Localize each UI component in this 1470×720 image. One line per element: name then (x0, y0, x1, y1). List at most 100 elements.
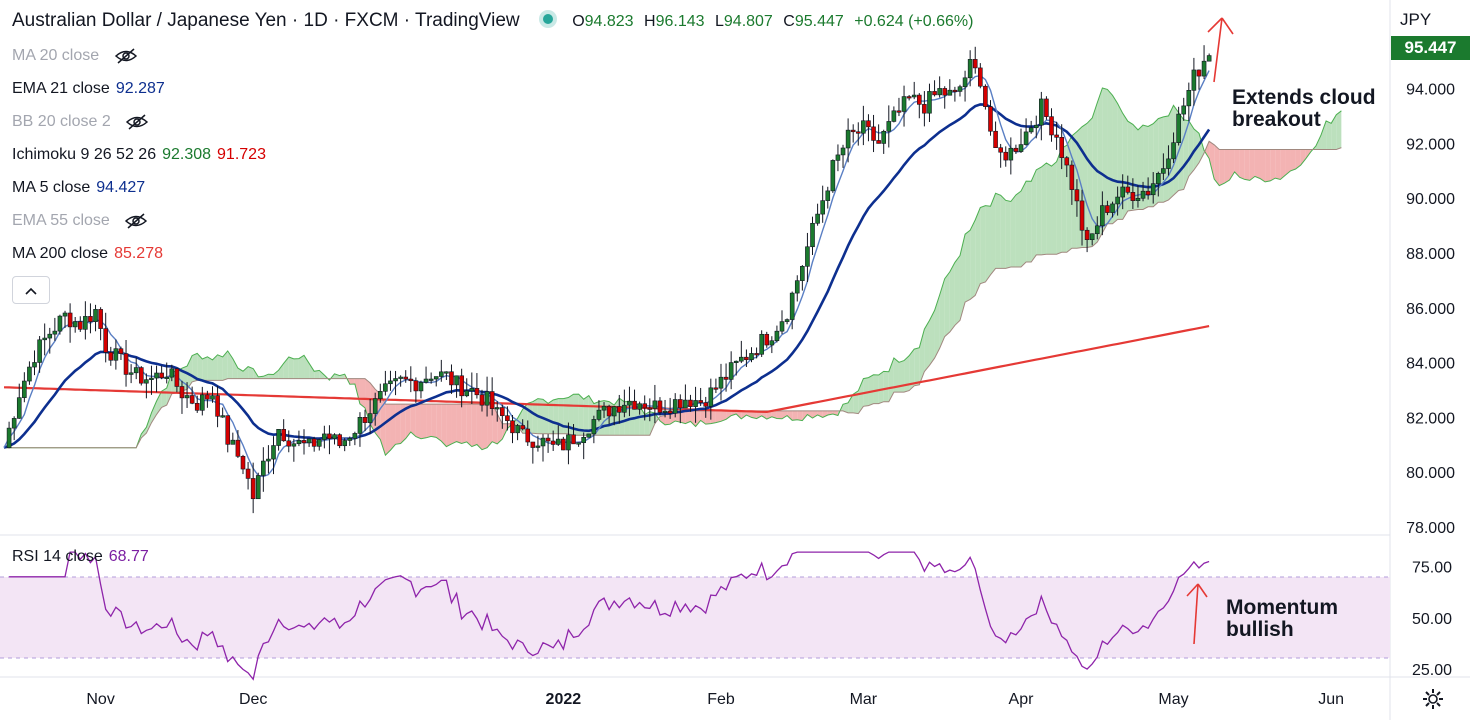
indicator-ma200[interactable]: MA 200 close 85.278 (12, 245, 163, 262)
cloud-segment (904, 355, 910, 393)
candle-body (469, 388, 475, 392)
collapse-legend-button[interactable] (12, 276, 50, 304)
candle-body (454, 375, 459, 386)
cloud-segment (481, 404, 488, 450)
cloud-segment (248, 366, 254, 379)
candle-body (693, 400, 698, 407)
cloud-segment (436, 404, 442, 442)
cloud-segment (268, 374, 274, 379)
cloud-segment (314, 370, 320, 379)
cloud-segment (1097, 88, 1103, 243)
candle-body (561, 438, 566, 451)
candle-body (1049, 116, 1054, 136)
candle-body (662, 410, 668, 413)
candle-body (840, 147, 846, 156)
time-axis[interactable]: NovDec2022FebMarAprMayJunJul (86, 691, 1470, 708)
candle-body (983, 85, 988, 107)
cloud-segment (1143, 125, 1149, 210)
candle-body (37, 339, 42, 363)
moving-averages (3, 70, 1211, 478)
cloud-segment (720, 410, 727, 422)
cloud-segment (843, 402, 849, 413)
candle-body (200, 394, 205, 411)
rsi-axis: 25.00 50.00 75.00 (1412, 560, 1452, 680)
candle-body (474, 388, 480, 396)
currency-label[interactable]: JPY (1400, 10, 1432, 29)
cloud-annotation: Extends cloud breakout (1232, 86, 1376, 131)
indicator-ma5[interactable]: MA 5 close 94.427 (12, 179, 146, 196)
cloud-segment (619, 398, 625, 436)
candle-body (678, 399, 683, 409)
cloud-segment (934, 295, 940, 359)
indicator-ema55[interactable]: EMA 55 close (12, 212, 148, 230)
cloud-segment (349, 378, 355, 385)
cloud-segment (949, 262, 955, 333)
candle-body (952, 89, 958, 92)
cloud-segment (710, 410, 716, 424)
cloud-segment (853, 390, 859, 414)
eye-hidden-icon[interactable] (124, 212, 148, 230)
ichimoku-value-1: 92.308 (162, 146, 212, 163)
indicator-ma20[interactable]: MA 20 close (12, 47, 138, 65)
eye-hidden-icon[interactable] (114, 47, 138, 65)
cloud-segment (868, 374, 874, 406)
candle-body (398, 376, 403, 379)
candle-body (1079, 200, 1085, 231)
gear-icon[interactable] (1422, 688, 1444, 710)
rsi-legend[interactable]: RSI 14 close 68.77 (12, 548, 149, 565)
indicator-bb20[interactable]: BB 20 close 2 (12, 113, 149, 131)
candle-body (667, 410, 673, 414)
price-tick-label: 88.000 (1406, 246, 1455, 263)
market-status-dot (542, 14, 553, 24)
cloud-segment (288, 356, 294, 379)
cloud-segment (776, 410, 783, 419)
candle-body (820, 200, 825, 215)
cloud-segment (461, 404, 467, 444)
candle-body (286, 440, 292, 447)
ema21-line (3, 103, 1211, 449)
candle-body (459, 375, 464, 397)
candle-body (428, 378, 434, 381)
candle-body (250, 478, 256, 500)
candle-body (16, 397, 22, 419)
indicator-ema21[interactable]: EMA 21 close 92.287 (12, 80, 165, 97)
candle-body (194, 402, 200, 411)
candle-body (342, 440, 347, 447)
price-axis[interactable]: 78.000 80.000 82.000 84.000 86.000 88.000 90.0… (1406, 82, 1455, 537)
cloud-segment (1326, 120, 1332, 150)
candle-body (1171, 142, 1176, 160)
candle-body (500, 407, 505, 417)
candle-body (1089, 233, 1095, 241)
candle-body (383, 383, 388, 392)
cloud-segment (410, 404, 416, 437)
candle-body (611, 406, 617, 417)
candle-body (479, 394, 485, 406)
candle-body (1206, 55, 1212, 62)
chart-header: Australian Dollar / Japanese Yen · 1D · … (12, 10, 973, 32)
cloud-segment (456, 404, 462, 444)
cloud-segment (1300, 149, 1306, 166)
candle-body (998, 147, 1003, 153)
candle-body (906, 96, 912, 99)
symbol-title[interactable]: Australian Dollar / Japanese Yen · 1D · … (12, 10, 520, 31)
candle-body (225, 415, 231, 445)
candle-body (449, 371, 454, 386)
candle-body (657, 400, 663, 413)
cloud-segment (1219, 149, 1225, 186)
eye-hidden-icon[interactable] (125, 113, 149, 131)
candle-body (103, 328, 108, 353)
cloud-segment (995, 193, 1001, 269)
candle-body (891, 110, 897, 122)
indicator-ichimoku[interactable]: Ichimoku 9 26 52 26 92.308 91.723 (12, 146, 266, 163)
candle-body (698, 400, 703, 403)
cloud-segment (741, 410, 747, 419)
rsi-tick-label: 50.00 (1412, 611, 1452, 628)
cloud-segment (466, 404, 472, 447)
candle-body (154, 372, 159, 379)
price-tick-label: 94.000 (1406, 82, 1455, 99)
rsi-path (9, 551, 1210, 681)
candle-body (439, 371, 444, 377)
candle-body (433, 376, 439, 380)
candle-body (77, 321, 83, 330)
